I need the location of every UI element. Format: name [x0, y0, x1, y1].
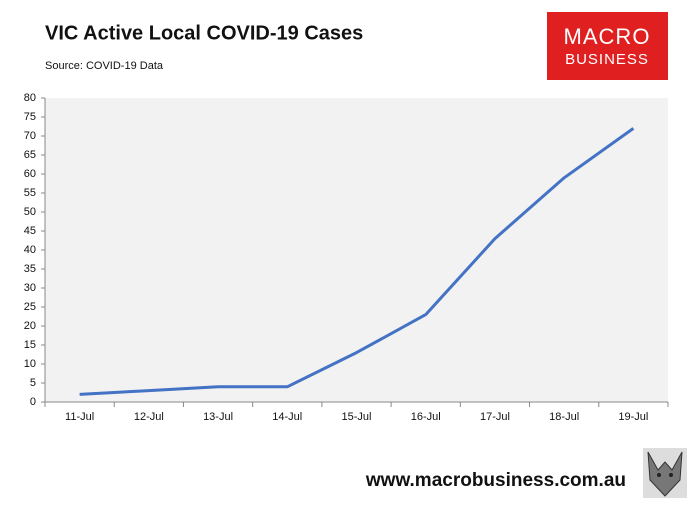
- x-tick-label: 14-Jul: [272, 411, 302, 423]
- x-tick-label: 12-Jul: [134, 411, 164, 423]
- x-tick-label: 17-Jul: [480, 411, 510, 423]
- x-tick-label: 15-Jul: [342, 411, 372, 423]
- x-tick-label: 11-Jul: [65, 411, 94, 423]
- y-tick-label: 5: [30, 377, 36, 389]
- y-tick-label: 45: [24, 225, 36, 237]
- y-tick-label: 55: [24, 187, 36, 199]
- chart-title: VIC Active Local COVID-19 Cases: [45, 22, 363, 44]
- y-tick-label: 20: [24, 320, 36, 332]
- y-tick-label: 30: [24, 282, 36, 294]
- y-tick-label: 65: [24, 149, 36, 161]
- y-tick-label: 80: [24, 92, 36, 104]
- logo-box: [547, 12, 668, 80]
- logo-line1: MACRO: [564, 24, 651, 49]
- y-tick-label: 70: [24, 130, 36, 142]
- y-tick-label: 25: [24, 301, 36, 313]
- x-tick-label: 19-Jul: [618, 411, 648, 423]
- x-tick-label: 13-Jul: [203, 411, 233, 423]
- y-tick-label: 40: [24, 244, 36, 256]
- y-tick-label: 10: [24, 358, 36, 370]
- y-tick-label: 60: [24, 168, 36, 180]
- x-tick-label: 16-Jul: [411, 411, 441, 423]
- footer-url: www.macrobusiness.com.au: [365, 470, 626, 491]
- wolf-icon: [643, 448, 687, 498]
- y-tick-label: 50: [24, 206, 36, 218]
- plot-area: [45, 98, 668, 402]
- y-tick-label: 15: [24, 339, 36, 351]
- x-tick-label: 18-Jul: [549, 411, 579, 423]
- y-tick-label: 75: [24, 111, 36, 123]
- logo-line2: BUSINESS: [565, 51, 649, 68]
- series-line: [79, 127, 635, 396]
- chart-subtitle: Source: COVID-19 Data: [45, 60, 164, 72]
- y-tick-label: 35: [24, 263, 36, 275]
- y-tick-label: 0: [30, 396, 36, 408]
